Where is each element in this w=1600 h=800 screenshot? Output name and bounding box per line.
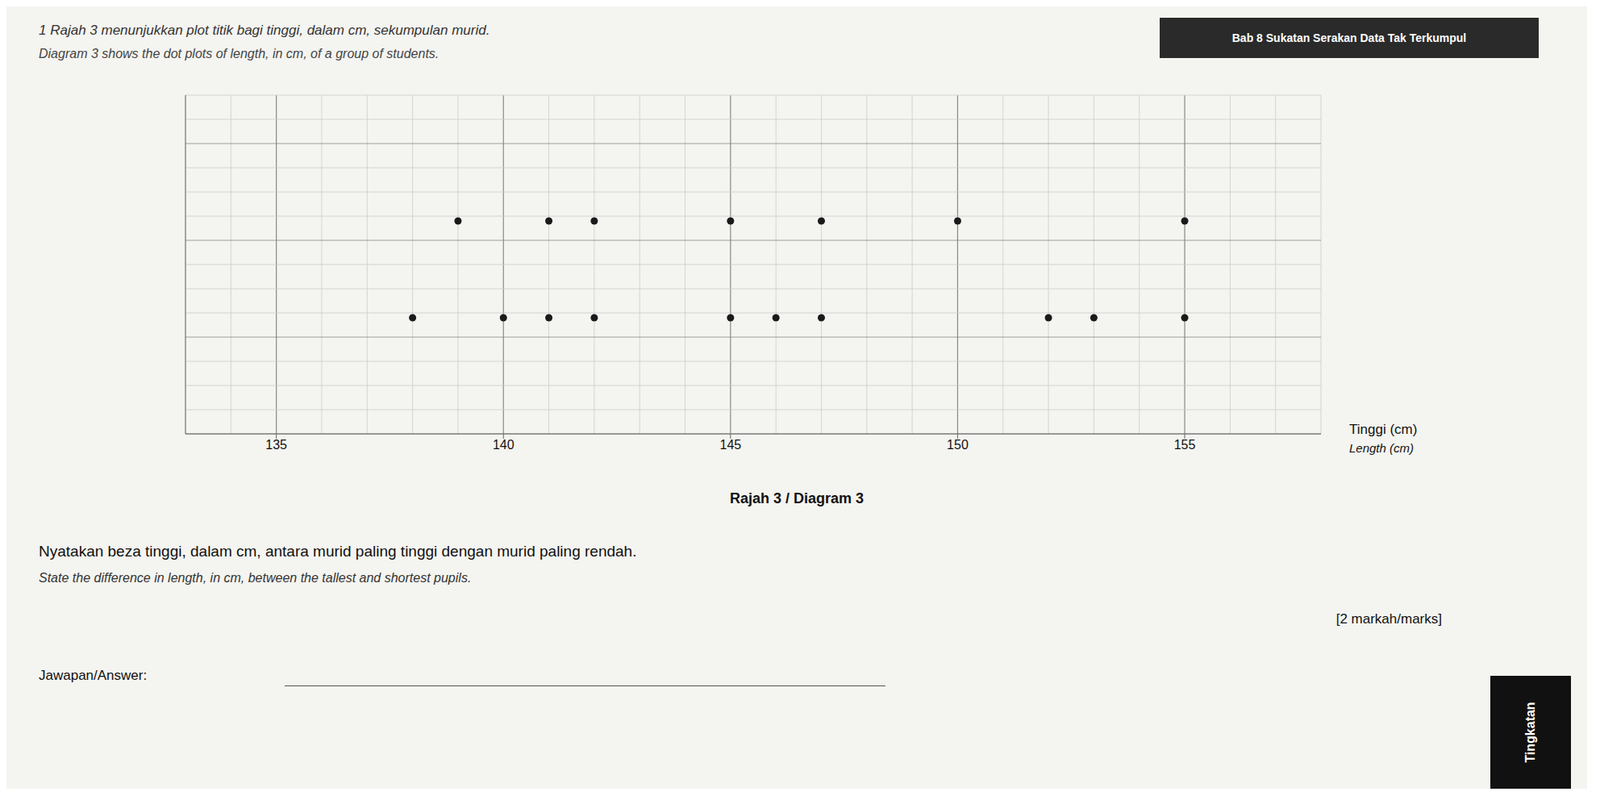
html-text:Bab 8 Sukatan Serakan Data Tak: Bab 8 Sukatan Serakan Data Tak Terkumpul bbox=[1232, 31, 1467, 45]
svg-text:150: 150 bbox=[946, 437, 969, 452]
svg-text:155: 155 bbox=[1174, 437, 1196, 452]
svg-text:145: 145 bbox=[719, 437, 742, 452]
html-text:Length (cm): Length (cm) bbox=[1349, 441, 1414, 455]
svg-text:135: 135 bbox=[265, 437, 288, 452]
html-text:Diagram 3 shows the dot plots: Diagram 3 shows the dot plots of length,… bbox=[38, 46, 439, 61]
html-text:Rajah 3 / Diagram 3: Rajah 3 / Diagram 3 bbox=[729, 490, 864, 507]
html-text:State the difference in length: State the difference in length, in cm, b… bbox=[38, 570, 472, 585]
html-text:[2 markah/marks]: [2 markah/marks] bbox=[1336, 611, 1442, 627]
html-text:Nyatakan beza tinggi, dalam cm: Nyatakan beza tinggi, dalam cm, antara m… bbox=[38, 542, 637, 560]
html-text:Jawapan/Answer:: Jawapan/Answer: bbox=[38, 667, 147, 684]
html-text:Tingkatan: Tingkatan bbox=[1523, 701, 1538, 763]
html-text:1 Rajah 3 menunjukkan plot tit: 1 Rajah 3 menunjukkan plot titik bagi ti… bbox=[38, 22, 490, 38]
html-text:Tinggi (cm): Tinggi (cm) bbox=[1349, 421, 1418, 438]
svg-text:140: 140 bbox=[492, 437, 515, 452]
